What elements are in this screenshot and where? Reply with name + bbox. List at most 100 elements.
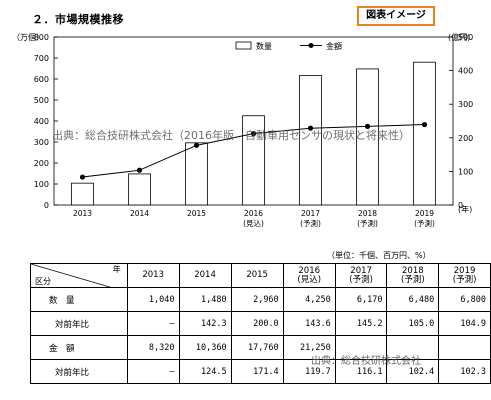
table-cell: 119.7 <box>282 359 336 384</box>
row-label: 数 量 <box>30 287 128 312</box>
table-cell: 116.1 <box>334 359 388 384</box>
year-note: (予測) <box>349 274 373 285</box>
x-tick-note: (予測) <box>414 218 435 228</box>
line-point-2014 <box>136 167 143 173</box>
line-point-2017 <box>307 125 314 131</box>
corner-year-label: 年 <box>112 265 121 274</box>
table-cell: 2,960 <box>230 287 284 312</box>
legend-bar-label: 数量 <box>256 41 272 51</box>
right-tick-label: 400 <box>458 67 473 76</box>
table-cell: 102.3 <box>438 359 491 384</box>
table-source-watermark: 出典：総合技研株式会社 <box>311 356 421 367</box>
bar-2016 <box>242 115 265 206</box>
table-cell: 21,250 <box>282 335 336 360</box>
bar-2019 <box>413 61 436 206</box>
left-tick-label: 200 <box>34 159 49 168</box>
market-size-table: 年 区分 2013 2014 2015 2016 (見込) 2017 (予測) 2018 (予測… <box>30 263 491 384</box>
table-cell: 17,760 <box>230 335 284 360</box>
legend-bar-swatch <box>235 41 252 50</box>
x-tick-label: 2017 <box>301 209 320 218</box>
year-note: (予測) <box>401 274 425 285</box>
x-tick-label: 2018 <box>358 209 377 218</box>
line-point-2015 <box>193 142 200 148</box>
table-cell <box>438 335 491 360</box>
x-tick-label: 2016 <box>244 209 263 218</box>
table-row: 対前年比 ― 124.5 171.4 119.7 116.1 102.4 102.3 <box>30 359 491 384</box>
x-tick-label: 2019 <box>415 209 434 218</box>
table-row: 金 額 8,320 10,360 17,760 21,250 <box>30 335 491 360</box>
table-cell: 8,320 <box>126 335 180 360</box>
right-tick-label: 500 <box>458 33 473 42</box>
left-tick-label: 0 <box>44 201 49 210</box>
left-tick-label: 600 <box>34 75 49 84</box>
source-watermark: 出典：総合技研株式会社（2016年版 自動車用センサの現状と将来性） <box>52 129 410 142</box>
bar-2013 <box>71 182 94 206</box>
year-label: 2013 <box>142 270 164 280</box>
table-year-header: 2013 <box>126 263 180 288</box>
left-tick-label: 800 <box>34 33 49 42</box>
table-cell: 171.4 <box>230 359 284 384</box>
table-cell: 1,040 <box>126 287 180 312</box>
table-year-header: 2017 (予測) <box>334 263 388 288</box>
year-note: (見込) <box>297 274 322 285</box>
line-point-2018 <box>364 123 371 129</box>
year-label: 2015 <box>246 270 268 280</box>
legend-line-marker <box>308 43 314 48</box>
corner-diagonal <box>31 264 113 288</box>
table-cell: 105.0 <box>386 311 440 336</box>
row-label: 金 額 <box>30 335 128 360</box>
row-label: 対前年比 <box>30 359 128 384</box>
table-cell: 6,480 <box>386 287 440 312</box>
line-point-2013 <box>79 174 86 180</box>
table-cell: 124.5 <box>178 359 232 384</box>
table-cell: 1,480 <box>178 287 232 312</box>
table-cell: 104.9 <box>438 311 491 336</box>
x-tick-label: 2014 <box>130 209 149 218</box>
left-axis-unit: （万個） <box>12 32 44 42</box>
table-year-header: 2019 (予測) <box>438 263 491 288</box>
table-cell: 102.4 <box>386 359 440 384</box>
left-tick-label: 500 <box>34 96 49 105</box>
bar-2015 <box>185 142 208 206</box>
year-label: 2014 <box>194 270 216 280</box>
row-label: 対前年比 <box>30 311 128 336</box>
table-corner-cell: 年 区分 <box>30 263 128 288</box>
table-row: 対前年比 ― 142.3 200.0 143.6 145.2 105.0 104.9 <box>30 311 491 336</box>
right-tick-label: 200 <box>458 134 473 143</box>
year-label: 2016 <box>298 265 321 276</box>
bar-2014 <box>128 173 151 206</box>
line-point-2016 <box>250 131 257 137</box>
table-cell: 145.2 <box>334 311 388 336</box>
table-cell: 4,250 <box>282 287 336 312</box>
left-tick-label: 100 <box>34 180 49 189</box>
year-label: 2018 <box>402 265 424 276</box>
table-year-header: 2016 (見込) <box>282 263 336 288</box>
table-cell: 143.6 <box>282 311 336 336</box>
right-tick-label: 100 <box>458 167 473 176</box>
table-cell: ― <box>126 359 180 384</box>
year-note: (予測) <box>452 274 477 285</box>
right-axis-unit: (億円) <box>448 32 470 42</box>
table-year-header: 2015 <box>230 263 284 288</box>
table-year-header: 2014 <box>178 263 232 288</box>
legend-line-label: 金額 <box>326 41 342 51</box>
section-title: ２．市場規模推移 <box>32 13 124 26</box>
market-size-chart: 0 100 200 300 400 500 600 700 800（万個） 0 100 200 300 4… <box>12 32 473 228</box>
table-cell: 6,170 <box>334 287 388 312</box>
table-cell: 10,360 <box>178 335 232 360</box>
corner-kubun-label: 区分 <box>35 277 51 286</box>
right-tick-label: 0 <box>458 201 463 210</box>
table-cell: 6,800 <box>438 287 491 312</box>
right-tick-label: 300 <box>458 100 473 109</box>
table-cell: ― <box>126 311 180 336</box>
bar-2018 <box>356 68 379 206</box>
x-tick-note: (見込) <box>243 219 264 228</box>
year-label: 2019 <box>453 265 476 276</box>
year-label: 2017 <box>350 265 372 276</box>
x-tick-label: 2015 <box>187 209 206 218</box>
table-row: 数 量 1,040 1,480 2,960 4,250 6,170 6,480 6,800 <box>30 287 491 312</box>
line-point-2019 <box>421 121 428 128</box>
left-tick-label: 700 <box>34 54 49 63</box>
table-unit-label: （単位：千個、百万円、%） <box>327 251 431 260</box>
table-cell: 142.3 <box>178 311 232 336</box>
